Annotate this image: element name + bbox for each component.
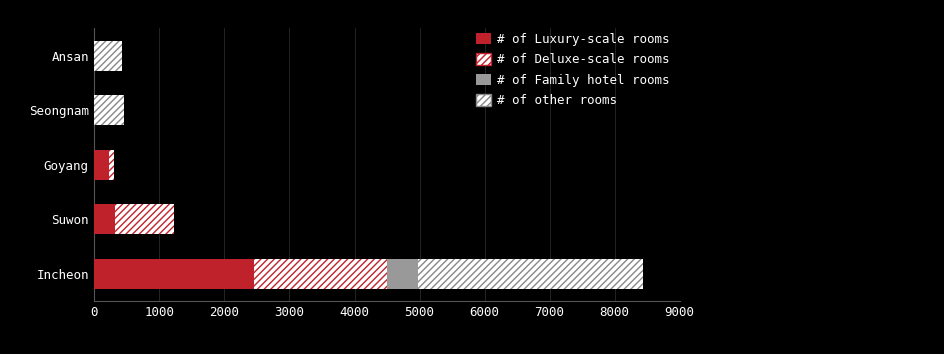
Bar [94,204,115,234]
Bar [109,150,114,179]
Bar [94,95,124,125]
Bar [115,204,174,234]
Legend: # of Luxury-scale rooms, # of Deluxe-scale rooms, # of Family hotel rooms, # of : # of Luxury-scale rooms, # of Deluxe-sca… [472,29,673,111]
Bar [418,258,643,289]
Bar [94,150,109,179]
Bar [387,258,418,289]
Bar [254,258,387,289]
Bar [94,41,123,71]
Bar [94,258,254,289]
